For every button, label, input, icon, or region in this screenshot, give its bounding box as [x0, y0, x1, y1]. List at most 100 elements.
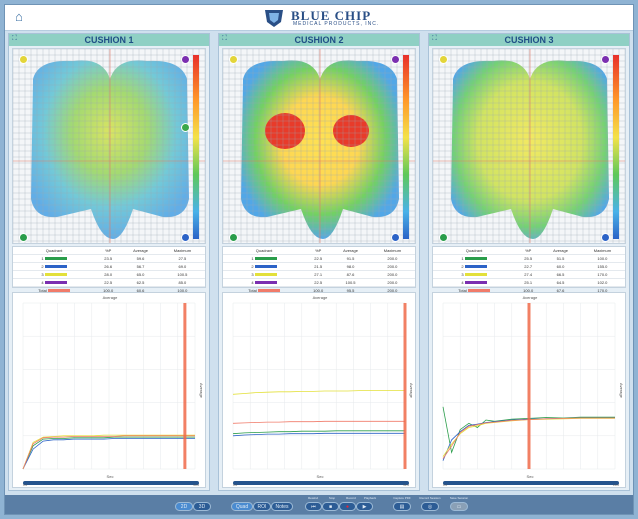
view-2d-button[interactable]: 2D	[175, 502, 193, 511]
series-swatch	[254, 257, 277, 261]
table-cell: 87.6	[331, 270, 370, 279]
table-row: 1 25.5 51.5 100.0	[433, 254, 625, 263]
brand-logo: BLUE CHIP MEDICAL PRODUCTS, INC.	[263, 8, 383, 30]
view-3d-button[interactable]: 3D	[193, 502, 211, 511]
quadrant-table: Quadrant %P Average Maximum 1 23.5 59.6 27.5 2 …	[12, 246, 206, 295]
quadrant-label: 4	[41, 280, 45, 285]
column-header: Maximum	[159, 247, 205, 255]
series-line	[22, 435, 195, 470]
logo-subtext: MEDICAL PRODUCTS, INC.	[293, 21, 380, 27]
notes-button[interactable]: Notes	[271, 502, 293, 511]
quadrant-marker[interactable]	[181, 233, 190, 242]
quadrant-label: 1	[461, 256, 465, 261]
quadrant-marker[interactable]	[229, 55, 238, 64]
table-cell: 22.5	[305, 278, 332, 287]
record-button[interactable]: ●	[339, 502, 356, 511]
table-cell: 100.0	[579, 254, 625, 263]
column-header: Maximum	[369, 247, 415, 255]
bottom-toolbar: 2D 3D Quad ROI Notes Rewind Stop Record …	[5, 495, 633, 514]
home-icon[interactable]: ⌂	[15, 9, 23, 24]
quadrant-marker[interactable]	[181, 123, 190, 132]
pressure-heatmap	[222, 48, 416, 244]
quadrant-marker[interactable]	[19, 233, 28, 242]
expand-icon[interactable]: ⛶	[432, 35, 437, 42]
quadrant-marker[interactable]	[601, 55, 610, 64]
roi-button[interactable]: ROI	[253, 502, 271, 511]
panel-title: CUSHION 2	[219, 34, 419, 46]
stop-button[interactable]: ■	[322, 502, 339, 511]
save-session-button[interactable]: ▭	[450, 502, 468, 511]
quadrant-label: 3	[461, 272, 465, 277]
quadrant-marker[interactable]	[181, 55, 190, 64]
chart-y-label: Average	[619, 383, 624, 398]
expand-icon[interactable]: ⛶	[222, 35, 227, 42]
time-scrollbar[interactable]	[233, 481, 409, 485]
column-header: Quadrant	[223, 247, 306, 255]
quadrant-table-grid: Quadrant %P Average Maximum 1 23.5 59.6 27.5 2 …	[13, 247, 205, 295]
quadrant-marker[interactable]	[391, 233, 400, 242]
series-swatch	[44, 257, 67, 261]
series-line	[442, 417, 615, 459]
quadrant-table-grid: Quadrant %P Average Maximum 1 25.5 51.5 100.0 2…	[433, 247, 625, 295]
table-cell: 27.1	[305, 270, 332, 279]
capture-pdf-button[interactable]: ▤	[393, 502, 411, 511]
play-button[interactable]: ▶	[356, 502, 373, 511]
table-cell: 200.0	[369, 254, 415, 263]
expand-icon[interactable]: ⛶	[12, 35, 17, 42]
quadrant-marker[interactable]	[391, 55, 400, 64]
quadrant-marker[interactable]	[229, 233, 238, 242]
quadrant-marker[interactable]	[19, 55, 28, 64]
series-swatch	[47, 289, 70, 293]
column-header: Maximum	[579, 247, 625, 255]
rewind-button[interactable]: ⏮	[305, 502, 322, 511]
chart-y-label: Average	[199, 383, 204, 398]
quad-button[interactable]: Quad	[231, 502, 253, 511]
quadrant-cell: 3	[223, 270, 306, 279]
table-cell: 22.5	[95, 278, 122, 287]
line-chart-svg	[232, 302, 407, 470]
table-cell: 170.0	[579, 270, 625, 279]
cushion-panel-1: CUSHION 1 ⛶ Quadrant %P Average Maximum 1 23.5…	[8, 33, 210, 491]
time-scrollbar[interactable]	[443, 481, 619, 485]
quadrant-label: 4	[461, 280, 465, 285]
table-cell: 27.5	[159, 254, 205, 263]
table-cell: 98.0	[331, 262, 370, 271]
time-end-label: 20.0	[613, 483, 619, 487]
average-line-chart: Average Average Sec 0.0 31.0	[222, 292, 416, 488]
quadrant-cell: 1	[13, 254, 96, 263]
time-start-label: 0.0	[23, 483, 28, 487]
series-swatch	[464, 273, 487, 277]
column-header: %P	[95, 247, 122, 255]
panel-title: CUSHION 1	[9, 34, 209, 46]
table-row: 4 25.1 64.5 102.0	[433, 278, 625, 287]
record-session-button[interactable]: ◎	[421, 502, 439, 511]
quadrant-marker[interactable]	[601, 233, 610, 242]
series-swatch	[464, 281, 487, 285]
column-header: Average	[541, 247, 580, 255]
quadrant-cell: 1	[433, 254, 516, 263]
time-end-label: 31.0	[403, 483, 409, 487]
quadrant-label: 1	[41, 256, 45, 261]
average-line-chart: Average Average Sec 0.0 20.0	[432, 292, 626, 488]
chart-x-label: Sec	[106, 474, 114, 479]
table-row: 4 22.5 62.5 85.0	[13, 278, 205, 287]
time-scrollbar[interactable]	[23, 481, 199, 485]
quadrant-cell: 4	[433, 278, 516, 287]
chart-title: Average	[312, 295, 328, 300]
quadrant-label: 4	[251, 280, 255, 285]
quadrant-label: Total	[248, 288, 258, 293]
table-header-row: Quadrant %P Average Maximum	[433, 247, 625, 255]
logo-text: BLUE CHIP	[291, 8, 372, 23]
series-line	[22, 436, 195, 470]
table-row: 2 21.5 98.0 200.0	[223, 262, 415, 271]
table-cell: 69.0	[159, 262, 205, 271]
line-chart-svg	[22, 302, 196, 470]
heatmap-svg	[13, 49, 205, 243]
quadrant-marker[interactable]	[439, 55, 448, 64]
chart-x-label: Sec	[526, 474, 534, 479]
series-swatch	[467, 289, 490, 293]
quadrant-label: 2	[461, 264, 465, 269]
line-chart-svg	[442, 302, 616, 470]
quadrant-marker[interactable]	[439, 233, 448, 242]
table-cell: 85.0	[159, 278, 205, 287]
